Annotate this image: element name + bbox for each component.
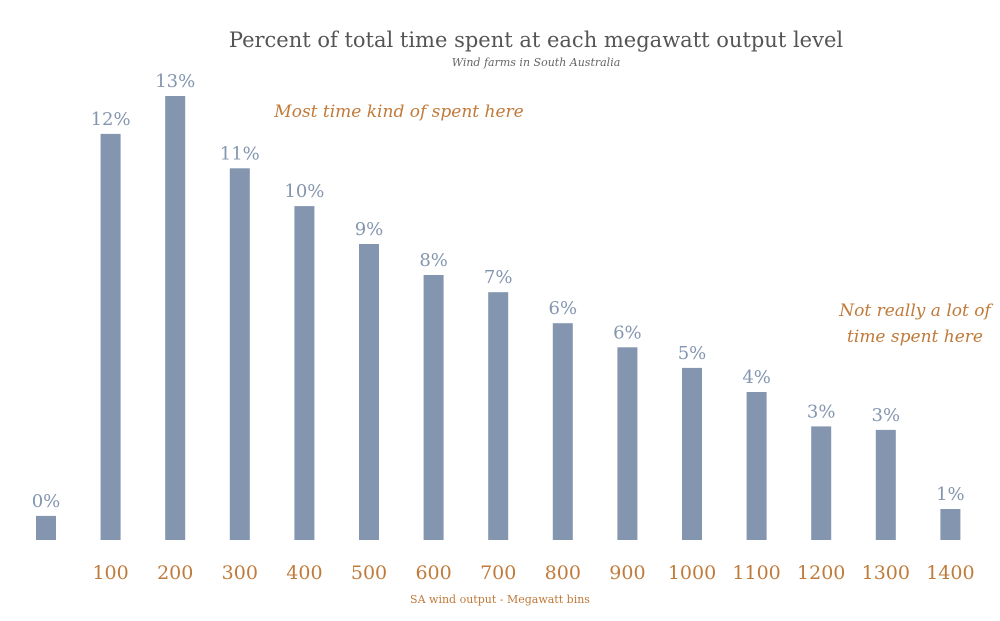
data-labels-group: 0% 12% 13% 11% 10% 9% 8% 7% 6% 6% 5% 4% 3% 3% 1%: [32, 71, 965, 512]
data-label: 3%: [807, 401, 836, 422]
bars-group: [36, 96, 961, 541]
annotation-not-much-time-line-2: time spent here: [847, 327, 983, 347]
data-label: 1%: [936, 484, 965, 505]
data-label: 11%: [220, 143, 260, 164]
x-tick-label: 600: [415, 562, 451, 584]
bar-1000: [682, 367, 702, 540]
x-tick-label: 100: [92, 562, 128, 584]
x-tick-label: 1000: [668, 562, 716, 584]
bar-700: [488, 292, 509, 540]
x-tick-label: 400: [286, 562, 322, 584]
x-tick-label: 500: [351, 562, 387, 584]
data-label: 9%: [355, 219, 384, 240]
data-label: 4%: [742, 367, 771, 388]
x-tick-label: 1200: [797, 562, 845, 584]
x-tick-label: 300: [222, 562, 258, 584]
annotation-not-much-time-line-1: Not really a lot of: [838, 301, 993, 321]
bar-first: [36, 515, 56, 540]
bar-500: [359, 244, 379, 540]
x-tick-label: 1300: [862, 562, 910, 584]
annotation-most-time: Most time kind of spent here: [273, 102, 523, 122]
bar-100: [100, 133, 121, 540]
bar-1200: [811, 426, 832, 540]
bar-1400: [940, 509, 961, 540]
bar-400: [294, 206, 315, 540]
bar-1300: [875, 429, 896, 540]
data-label: 8%: [419, 250, 448, 271]
x-tick-label: 1100: [732, 562, 780, 584]
data-label: 12%: [91, 109, 131, 130]
chart-title: Percent of total time spent at each mega…: [229, 28, 843, 52]
x-axis-label: SA wind output - Megawatt bins: [410, 593, 590, 606]
data-label: 7%: [484, 267, 513, 288]
data-label: 13%: [155, 71, 195, 92]
x-tick-label: 800: [545, 562, 581, 584]
x-tick-label: 1400: [926, 562, 974, 584]
x-tick-label: 900: [609, 562, 645, 584]
data-label: 3%: [872, 405, 901, 426]
data-label: 6%: [613, 322, 642, 343]
bar-600: [423, 275, 444, 540]
x-tick-labels-group: 100 200 300 400 500 600 700 800 900 1000 1100 1200 1…: [92, 562, 974, 584]
bar-1100: [746, 392, 767, 540]
x-tick-label: 200: [157, 562, 193, 584]
bar-900: [617, 347, 638, 540]
data-label: 10%: [284, 181, 324, 202]
bar-200: [165, 96, 186, 540]
chart-subtitle: Wind farms in South Australia: [452, 56, 621, 69]
x-tick-label: 700: [480, 562, 516, 584]
data-label: 0%: [32, 491, 61, 512]
data-label: 5%: [678, 343, 707, 364]
bar-800: [552, 323, 573, 540]
data-label: 6%: [549, 298, 578, 319]
bar-300: [229, 168, 250, 541]
